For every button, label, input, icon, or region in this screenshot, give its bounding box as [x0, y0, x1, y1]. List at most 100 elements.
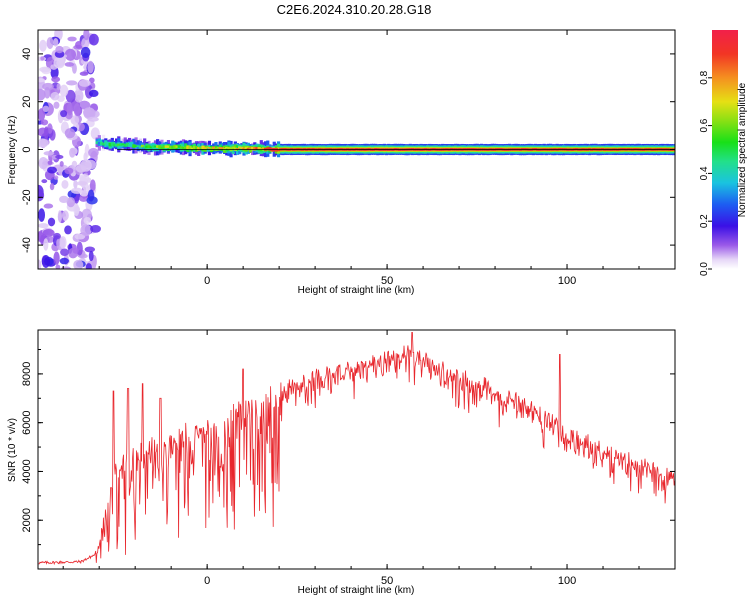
- signal-cell: [205, 146, 209, 149]
- signal-cell: [168, 145, 173, 150]
- noise-blob: [89, 77, 95, 83]
- noise-blob: [59, 161, 64, 167]
- snr-series-line: [38, 331, 675, 566]
- snr-ylabel: SNR (10 * v/v): [7, 418, 18, 482]
- colorbar-tick-label: 0.4: [699, 166, 710, 180]
- noise-blob: [83, 217, 92, 225]
- noise-blob: [73, 88, 84, 103]
- noise-blob: [88, 147, 99, 158]
- noise-blob: [66, 197, 76, 208]
- signal-cell: [240, 146, 244, 149]
- signal-cell: [102, 142, 106, 146]
- spec-ytick-label: -40: [21, 237, 33, 253]
- noise-blob: [80, 190, 89, 197]
- noise-blob: [64, 128, 76, 139]
- noise-blob: [47, 166, 58, 174]
- signal-cell: [190, 147, 194, 150]
- signal-cell: [238, 146, 242, 149]
- noise-blob: [87, 189, 95, 202]
- signal-cell: [177, 145, 181, 148]
- signal-cell: [164, 145, 168, 149]
- noise-blob: [53, 232, 61, 240]
- signal-cell: [203, 147, 207, 150]
- signal-cell: [184, 146, 188, 149]
- signal-cell: [199, 146, 203, 149]
- signal-cell: [201, 145, 205, 150]
- signal-cell: [99, 141, 104, 145]
- signal-cell: [181, 147, 186, 149]
- snr-xtick-label: 100: [558, 575, 576, 587]
- noise-blob: [66, 102, 74, 116]
- signal-cell: [97, 138, 101, 146]
- noise-blob: [47, 123, 53, 134]
- signal-cell: [173, 144, 177, 149]
- spec-ytick-label: 0: [21, 146, 33, 152]
- noise-blob: [57, 210, 62, 223]
- snr-marks: [38, 331, 675, 566]
- signal-cell: [153, 144, 158, 152]
- snr-frame: [37, 329, 676, 570]
- signal-cell: [212, 146, 216, 150]
- snr-xtick-label: 50: [381, 575, 393, 587]
- noise-blob: [59, 236, 67, 249]
- noise-blob: [60, 110, 68, 118]
- signal-cell: [156, 144, 160, 152]
- signal-cell: [255, 147, 259, 150]
- noise-blob: [41, 254, 51, 268]
- noise-blob: [66, 80, 78, 86]
- noise-blob: [70, 115, 80, 125]
- noise-blob: [46, 37, 54, 49]
- noise-blob: [47, 217, 56, 227]
- noise-blob: [60, 248, 69, 257]
- spec-ytick-label: 20: [21, 96, 33, 108]
- signal-cell: [160, 144, 164, 150]
- noise-blob: [78, 195, 89, 202]
- signal-cell: [166, 145, 171, 148]
- noise-blob: [53, 38, 59, 47]
- snr-ytick-label: 6000: [21, 410, 33, 434]
- noise-blob: [61, 179, 69, 189]
- noise-blob: [38, 223, 49, 229]
- noise-blob: [67, 36, 77, 42]
- signal-cell: [197, 147, 201, 151]
- noise-blob: [73, 179, 78, 189]
- signal-cell: [227, 146, 231, 150]
- colorbar: 0.0 0.2 0.4 0.6 0.8 Normalized spectral ampl…: [699, 30, 748, 276]
- noise-blob: [40, 56, 45, 61]
- colorbar-tick-label: 0.0: [699, 262, 710, 276]
- signal-cell: [207, 147, 212, 149]
- signal-cell: [149, 146, 153, 149]
- spec-xtick-label: 0: [204, 275, 210, 287]
- noise-blob: [88, 89, 99, 98]
- colorbar-gradient: [712, 30, 738, 269]
- signal-cell: [119, 143, 123, 147]
- noise-blob: [78, 100, 91, 110]
- signal-cell: [244, 146, 248, 149]
- noise-blob: [64, 167, 74, 175]
- signal-cell: [112, 143, 117, 147]
- signal-cell: [248, 147, 253, 150]
- signal-cell: [134, 145, 138, 147]
- noise-blob: [80, 46, 91, 59]
- noise-blob: [42, 82, 54, 91]
- noise-blob: [76, 181, 88, 186]
- signal-cell: [251, 146, 255, 151]
- noise-blob: [43, 203, 54, 209]
- noise-blob: [61, 210, 69, 221]
- noise-blob: [83, 107, 96, 120]
- noise-blob: [43, 126, 49, 140]
- signal-cell: [140, 144, 145, 148]
- noise-blob: [84, 246, 96, 253]
- noise-blob: [53, 57, 66, 69]
- noise-blob: [51, 76, 61, 83]
- noise-blob: [73, 103, 81, 117]
- noise-blob: [59, 84, 69, 97]
- noise-blob: [75, 40, 83, 49]
- signal-cell: [207, 146, 212, 152]
- figure-title: C2E6.2024.310.20.28.G18: [277, 2, 432, 17]
- spec-xtick-label: 50: [381, 275, 393, 287]
- signal-cell: [242, 147, 246, 150]
- signal-cell: [156, 145, 160, 148]
- signal-cell: [188, 146, 192, 149]
- noise-blob: [85, 263, 92, 269]
